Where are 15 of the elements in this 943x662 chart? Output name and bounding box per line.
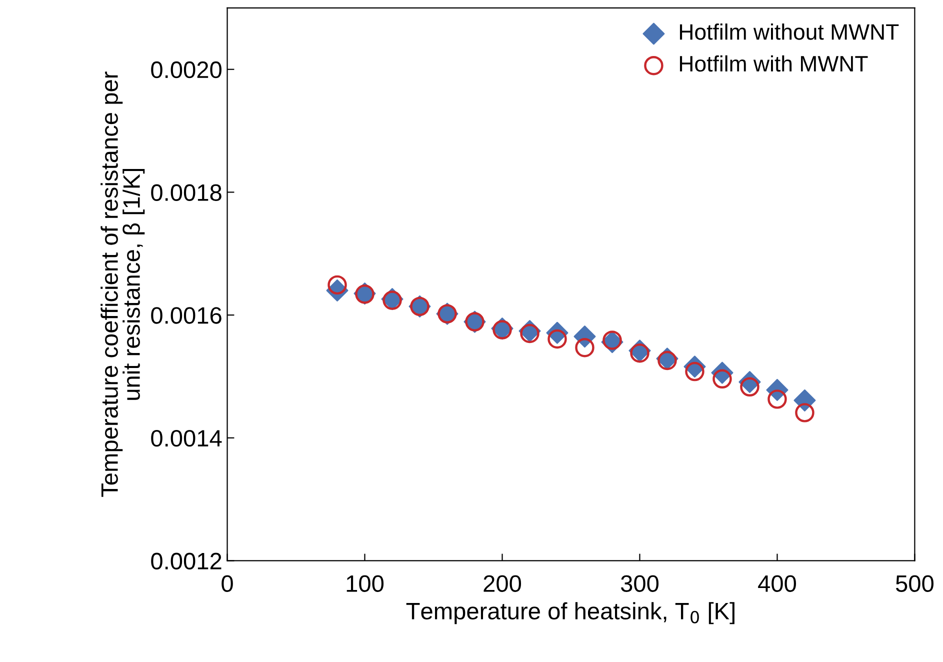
y-tick-label: 0.0016 — [151, 307, 222, 324]
y-tick-label: 0.0018 — [151, 184, 222, 201]
x-tick-label: 500 — [896, 575, 934, 592]
y-tick-label: 0.0012 — [151, 552, 222, 570]
legend-label: Hotfilm with MWNT — [680, 55, 868, 72]
legend-label: Hotfilm without MWNT — [680, 24, 899, 40]
x-tick-label: 400 — [758, 575, 796, 592]
x-tick-label: 200 — [484, 575, 522, 592]
y-tick-label: 0.0020 — [151, 61, 222, 78]
y-axis-title: Temperature coefficient of resistance per unit resistance, β [1/K] — [100, 72, 145, 497]
y-tick-label: 0.0014 — [151, 430, 222, 447]
x-tick-label: 0 — [222, 575, 233, 592]
x-axis-title: Temperature of heatsink, T$_{0}$ [K] — [406, 602, 734, 624]
x-tick-label: 300 — [620, 575, 659, 592]
x-tick-label: 100 — [346, 575, 384, 592]
